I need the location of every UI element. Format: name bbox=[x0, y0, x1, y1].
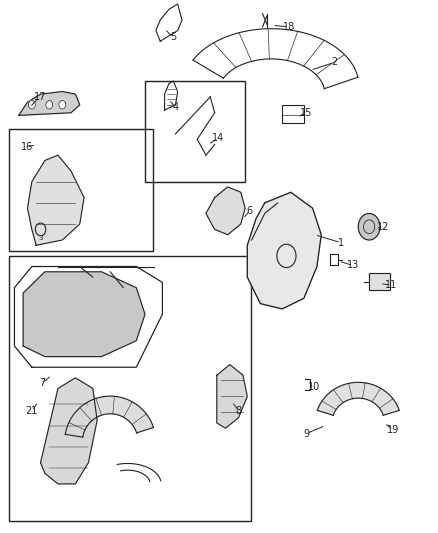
Polygon shape bbox=[65, 396, 153, 437]
Text: 4: 4 bbox=[173, 102, 179, 112]
Text: 7: 7 bbox=[39, 378, 46, 388]
Text: 16: 16 bbox=[21, 142, 33, 152]
Bar bbox=[9, 128, 153, 251]
Bar bbox=[9, 256, 251, 521]
Text: 5: 5 bbox=[170, 33, 177, 43]
Circle shape bbox=[46, 101, 53, 109]
Text: 1: 1 bbox=[338, 238, 344, 248]
Polygon shape bbox=[28, 155, 84, 245]
Polygon shape bbox=[23, 272, 145, 357]
Polygon shape bbox=[247, 192, 321, 309]
Text: 13: 13 bbox=[347, 261, 359, 270]
Circle shape bbox=[28, 101, 35, 109]
Text: 12: 12 bbox=[377, 222, 390, 232]
Text: 9: 9 bbox=[303, 429, 309, 439]
Text: 18: 18 bbox=[283, 22, 295, 32]
Bar bbox=[282, 105, 304, 123]
Text: 10: 10 bbox=[308, 382, 320, 392]
Text: 6: 6 bbox=[247, 206, 253, 216]
Circle shape bbox=[59, 101, 66, 109]
Text: 11: 11 bbox=[385, 280, 397, 290]
Text: 2: 2 bbox=[331, 58, 337, 67]
Text: 14: 14 bbox=[212, 133, 224, 143]
Text: 3: 3 bbox=[38, 235, 43, 241]
Polygon shape bbox=[41, 378, 97, 484]
Text: 8: 8 bbox=[236, 406, 242, 416]
Polygon shape bbox=[206, 187, 245, 235]
Bar bbox=[145, 81, 245, 182]
Polygon shape bbox=[19, 92, 80, 115]
Circle shape bbox=[358, 214, 380, 240]
Bar bbox=[369, 273, 390, 290]
Text: 17: 17 bbox=[33, 92, 46, 102]
Text: 21: 21 bbox=[26, 406, 38, 416]
Text: 19: 19 bbox=[387, 425, 399, 435]
Text: 15: 15 bbox=[300, 108, 312, 118]
Polygon shape bbox=[217, 365, 247, 428]
Polygon shape bbox=[317, 382, 399, 415]
